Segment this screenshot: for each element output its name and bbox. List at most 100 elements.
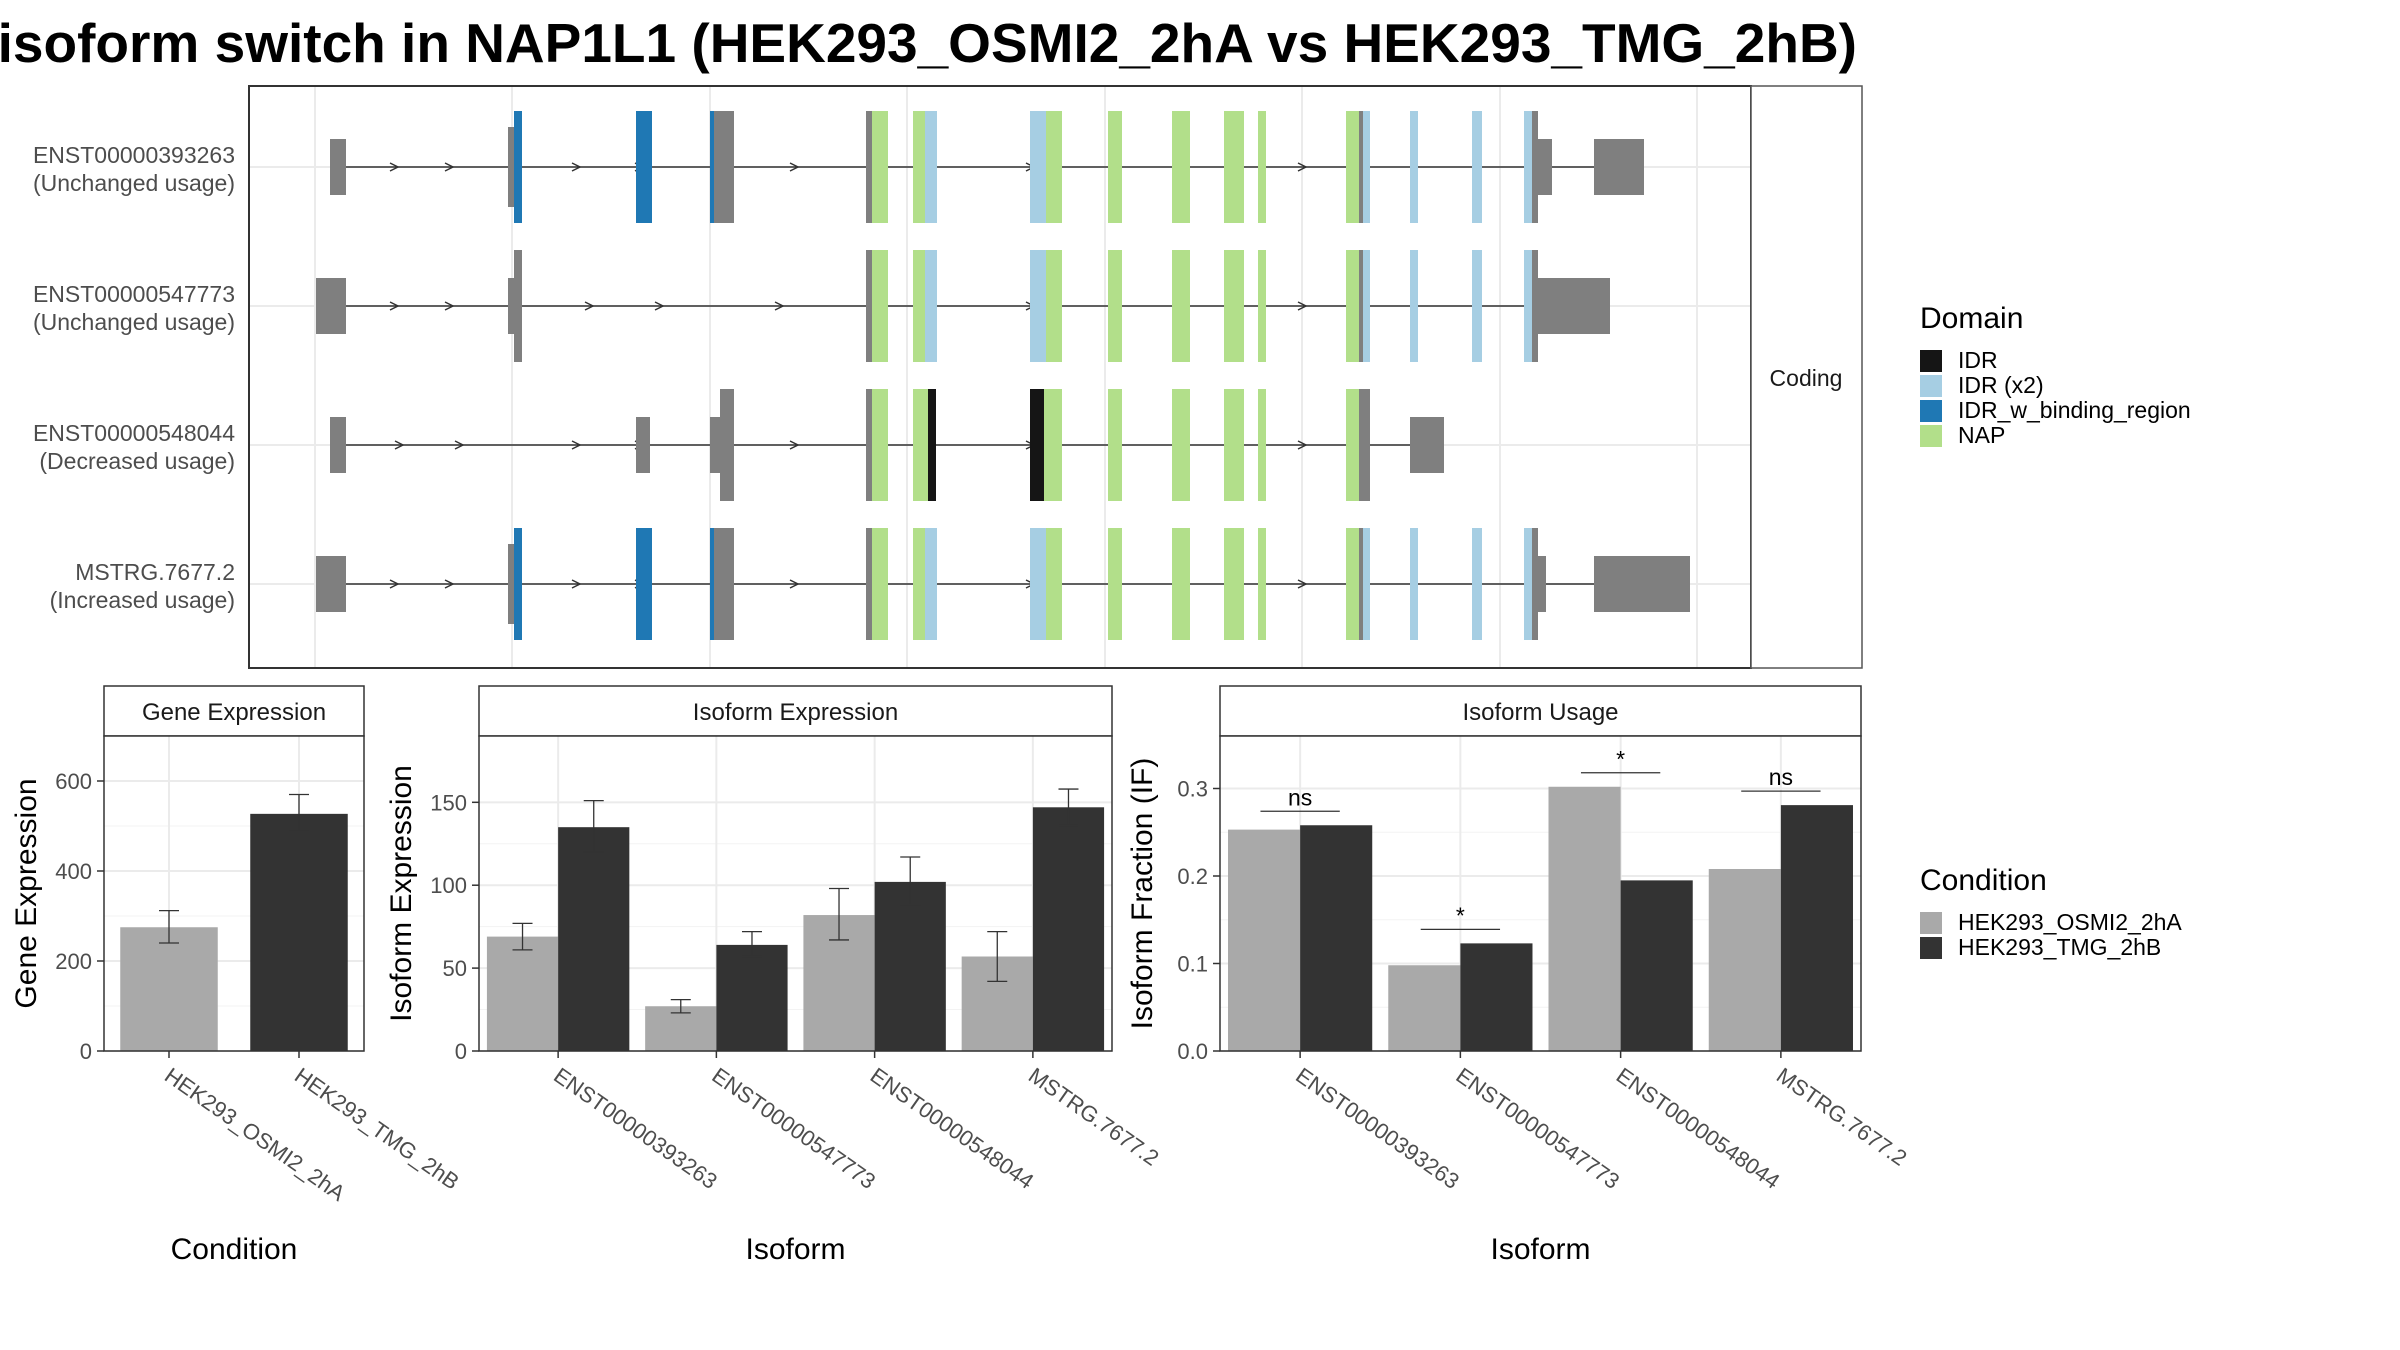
isoform-usage-label: (Unchanged usage) [33, 170, 235, 196]
exon-segment [872, 111, 888, 223]
y-tick-label: 100 [430, 873, 467, 898]
strand-arrow [389, 579, 400, 589]
exon-segment [316, 556, 346, 612]
isoform-id-label: ENST00000548044 [33, 420, 235, 446]
isoform-usage-label: (Decreased usage) [39, 448, 235, 474]
exon-segment [1172, 528, 1190, 640]
y-axis-label: Isoform Fraction (IF) [1126, 758, 1159, 1030]
exon-segment [1363, 528, 1370, 640]
domain-legend-item: NAP [1920, 422, 2191, 448]
strand-arrow [394, 440, 405, 450]
panel-strip [1219, 685, 1862, 737]
strand-arrow [444, 301, 455, 311]
exon-segment [514, 250, 522, 362]
domain-legend-key [1920, 374, 1942, 397]
exon-segment [710, 528, 714, 640]
exon-segment [1532, 528, 1538, 640]
strand-arrow [444, 162, 455, 172]
facet-strip-label: Coding [1770, 365, 1843, 391]
panel-strip [478, 685, 1113, 737]
exon-segment [1538, 278, 1610, 334]
exon-segment [1172, 111, 1190, 223]
panel-border [478, 735, 1113, 1052]
exon-segment [720, 389, 734, 501]
domain-legend-key [1920, 349, 1942, 372]
exon-segment [1108, 528, 1122, 640]
exon-segment [1472, 528, 1482, 640]
panel-border [1219, 735, 1862, 1052]
exon-segment [1410, 528, 1418, 640]
exon-segment [866, 389, 872, 501]
strand-arrow [389, 162, 400, 172]
y-tick-label: 0.2 [1177, 864, 1208, 889]
exon-segment [1108, 111, 1122, 223]
exon-segment [1524, 111, 1532, 223]
exon-segment [1472, 250, 1482, 362]
exon-segment [1538, 556, 1546, 612]
exon-segment [1224, 250, 1244, 362]
exon-segment [1426, 417, 1444, 473]
exon-segment [1030, 250, 1046, 362]
bar [250, 813, 348, 1051]
y-tick-label: 600 [55, 769, 92, 794]
exon-segment [1030, 111, 1046, 223]
bar [1032, 807, 1105, 1051]
exon-segment [866, 250, 872, 362]
y-tick-label: 0 [80, 1039, 92, 1064]
condition-legend-label: HEK293_TMG_2hB [1958, 934, 2162, 960]
exon-segment [1108, 389, 1122, 501]
exon-segment [913, 528, 925, 640]
x-axis-label: Condition [171, 1233, 298, 1266]
exon-segment [316, 278, 346, 334]
y-tick-label: 0.3 [1177, 777, 1208, 802]
x-tick-label: ENST00000393263 [1291, 1063, 1464, 1194]
exon-segment [913, 250, 925, 362]
exon-segment [925, 528, 937, 640]
bar [1548, 786, 1621, 1051]
exon-segment [714, 111, 734, 223]
strand-arrow [774, 301, 785, 311]
exon-segment [1594, 556, 1690, 612]
exon-segment [1346, 250, 1359, 362]
strand-arrow [1297, 579, 1308, 589]
domain-legend-label: NAP [1958, 422, 2006, 448]
x-axis-label: Isoform [1490, 1233, 1590, 1266]
facet-strip [1750, 85, 1863, 669]
panel-strip [103, 685, 365, 737]
isoform-usage-label: (Unchanged usage) [33, 309, 235, 335]
bar [874, 881, 946, 1051]
y-axis-label: Gene Expression [10, 778, 43, 1008]
exon-segment [1224, 528, 1244, 640]
exon-segment [636, 417, 650, 473]
strand-arrow [789, 162, 800, 172]
exon-segment [1258, 389, 1266, 501]
exon-segment [1524, 250, 1532, 362]
exon-segment [1224, 389, 1244, 501]
exon-segment [514, 111, 522, 223]
bar [558, 827, 630, 1051]
x-tick-label: ENST00000548044 [1612, 1063, 1785, 1194]
y-tick-label: 400 [55, 859, 92, 884]
domain-legend-key [1920, 399, 1942, 422]
exon-segment [1524, 528, 1532, 640]
exon-segment [1346, 389, 1359, 501]
significance-label: ns [1769, 764, 1793, 790]
panel-title: Isoform Expression [693, 699, 898, 726]
exon-segment [1224, 111, 1244, 223]
exon-segment [1346, 528, 1359, 640]
isoform-id-label: ENST00000547773 [33, 281, 235, 307]
strand-arrow [789, 440, 800, 450]
domain-legend-label: IDR [1958, 347, 1998, 373]
strand-arrow [1297, 301, 1308, 311]
exon-segment [1359, 528, 1363, 640]
condition-legend-label: HEK293_OSMI2_2hA [1958, 909, 2182, 935]
exon-segment [1172, 250, 1190, 362]
isoform-row-MSTRG.7677.2: MSTRG.7677.2(Increased usage) [50, 528, 1690, 640]
isoform-usage-panel: Isoform Usage 0.0 0.1 0.2 0.3 ns ENST000003932… [1126, 685, 1912, 1266]
y-tick-label: 50 [443, 956, 467, 981]
y-tick-label: 0 [455, 1039, 467, 1064]
bar [1708, 869, 1781, 1051]
exon-segment [925, 111, 937, 223]
